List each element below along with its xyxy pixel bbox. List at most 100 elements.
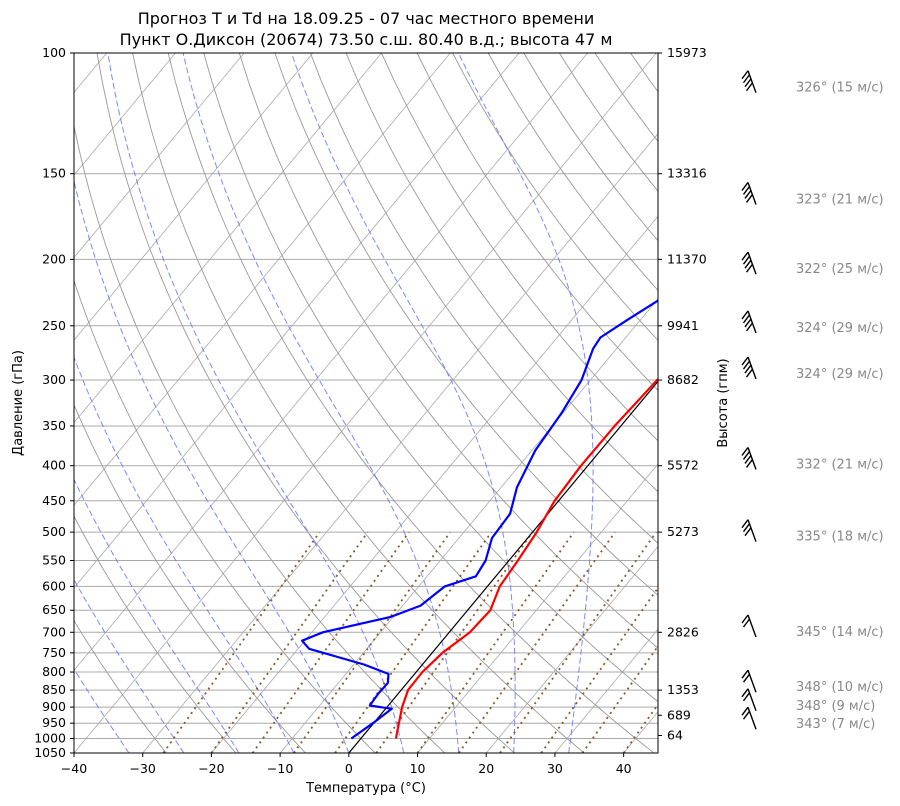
y-tick-label: 250	[42, 318, 66, 333]
isotherm-line	[74, 53, 657, 753]
y-tick-label: 150	[42, 166, 66, 181]
y-tick-label: 1050	[34, 745, 66, 760]
y-tick-label: 300	[42, 372, 66, 387]
isotherm-line	[74, 53, 520, 589]
y-tick-label: 450	[42, 493, 66, 508]
dry-adiabat	[96, 53, 515, 753]
height-axis: 15973 13316 11370 9941 8682 5572 5273 2826 1353 6…	[658, 45, 707, 742]
y-tick-label: 850	[42, 682, 66, 697]
isotherm-line	[554, 628, 658, 753]
wind-label: 332° (21 м/с)	[796, 457, 884, 472]
y-axis-label: Давление (гПа)	[11, 350, 26, 456]
wind-label: 324° (29 м/с)	[796, 367, 884, 382]
wind-barbs: 326° (15 м/с) 323° (21 м/с) 322° (25 м/с) 3…	[741, 70, 884, 732]
wind-label: 322° (25 м/с)	[796, 262, 884, 277]
wind-label: 324° (29 м/с)	[796, 321, 884, 336]
height-tick-label: 11370	[667, 251, 707, 266]
mixing-ratio-line	[334, 531, 493, 753]
dry-adiabat	[666, 53, 900, 753]
moist-adiabat	[291, 53, 516, 753]
dry-adiabat	[309, 53, 658, 544]
wind-barb	[741, 519, 757, 542]
wind-barb	[741, 706, 757, 730]
isotherm-line	[74, 53, 451, 506]
moist-adiabat	[74, 578, 185, 753]
mixing-ratio-line	[581, 644, 658, 753]
wind-barb	[741, 182, 757, 205]
isotherm-line	[485, 545, 658, 753]
zero-isotherm-line	[348, 380, 658, 753]
height-tick-label: 5273	[667, 524, 699, 539]
y-tick-label: 400	[42, 458, 66, 473]
height-tick-label: 1353	[667, 682, 699, 697]
dry-adiabat	[74, 619, 167, 753]
x-tick-label: −40	[61, 761, 87, 776]
plot-frame	[73, 52, 659, 754]
isotherm-line	[623, 711, 658, 753]
dry-adiabat	[702, 53, 900, 753]
dry-adiabat	[452, 53, 658, 341]
dry-adiabat	[773, 53, 900, 753]
y-tick-label: 800	[42, 664, 66, 679]
wind-barb	[741, 70, 757, 93]
dry-adiabat	[879, 53, 900, 753]
moist-adiabat	[107, 53, 405, 753]
wind-barb	[741, 310, 757, 334]
moist-adiabat	[74, 478, 240, 753]
y-tick-label: 100	[42, 45, 66, 60]
height-tick-label: 689	[667, 707, 691, 722]
chart-title-line2: Пункт О.Диксон (20674) 73.50 с.ш. 80.40 …	[120, 30, 613, 49]
height-tick-label: 9941	[667, 318, 699, 333]
moist-adiabat	[182, 53, 460, 753]
wind-barb	[741, 356, 757, 380]
y-tick-label: 700	[42, 624, 66, 639]
x-tick-label: 40	[616, 761, 632, 776]
dry-adiabat-lines	[74, 53, 900, 753]
x-tick-label: −30	[130, 761, 156, 776]
dry-adiabat	[630, 53, 658, 93]
isotherm-line	[74, 53, 382, 424]
dry-adiabat	[416, 53, 658, 391]
dry-adiabat	[844, 53, 900, 753]
y-axis: 100 150 200 250 300 350 400 450 500 550 600 650 700 7…	[34, 45, 74, 760]
height-tick-label: 8682	[667, 372, 699, 387]
height-tick-label: 64	[667, 727, 683, 742]
wind-label: 326° (15 м/с)	[796, 81, 884, 96]
y-tick-label: 600	[42, 578, 66, 593]
y-tick-label: 200	[42, 251, 66, 266]
isotherm-line	[417, 463, 658, 753]
isotherm-line	[74, 53, 245, 259]
wind-barb	[741, 251, 757, 275]
isotherm-line	[211, 215, 658, 753]
dry-adiabat	[74, 403, 306, 753]
y-tick-label: 550	[42, 553, 66, 568]
moist-adiabat	[458, 53, 594, 753]
moist-adiabat-lines	[74, 53, 594, 753]
x-tick-label: 20	[478, 761, 494, 776]
dry-adiabat	[238, 53, 658, 649]
moist-adiabat	[74, 667, 130, 753]
dry-adiabat	[487, 53, 658, 292]
mixing-ratio-line	[162, 531, 321, 753]
dry-adiabat	[808, 53, 900, 753]
isobar-gridlines	[74, 53, 658, 753]
dry-adiabat	[132, 53, 585, 753]
y-tick-label: 350	[42, 418, 66, 433]
height-tick-label: 5572	[667, 458, 699, 473]
height-axis-label: Высота (гпм)	[716, 358, 731, 447]
mixing-ratio-line	[499, 531, 657, 753]
y-tick-label: 900	[42, 699, 66, 714]
wind-label: 343° (7 м/с)	[796, 717, 875, 732]
wind-label: 348° (10 м/с)	[796, 680, 884, 695]
wind-label: 345° (14 м/с)	[796, 625, 884, 640]
y-tick-label: 1000	[34, 730, 66, 745]
isotherm-line	[74, 53, 589, 672]
height-tick-label: 13316	[667, 166, 707, 181]
isotherm-line	[74, 53, 314, 341]
moist-adiabat	[74, 178, 350, 753]
wind-barb	[741, 447, 757, 470]
wind-label: 348° (9 м/с)	[796, 699, 875, 714]
isotherm-line	[142, 133, 658, 753]
dry-adiabat	[74, 515, 237, 753]
y-tick-label: 750	[42, 645, 66, 660]
